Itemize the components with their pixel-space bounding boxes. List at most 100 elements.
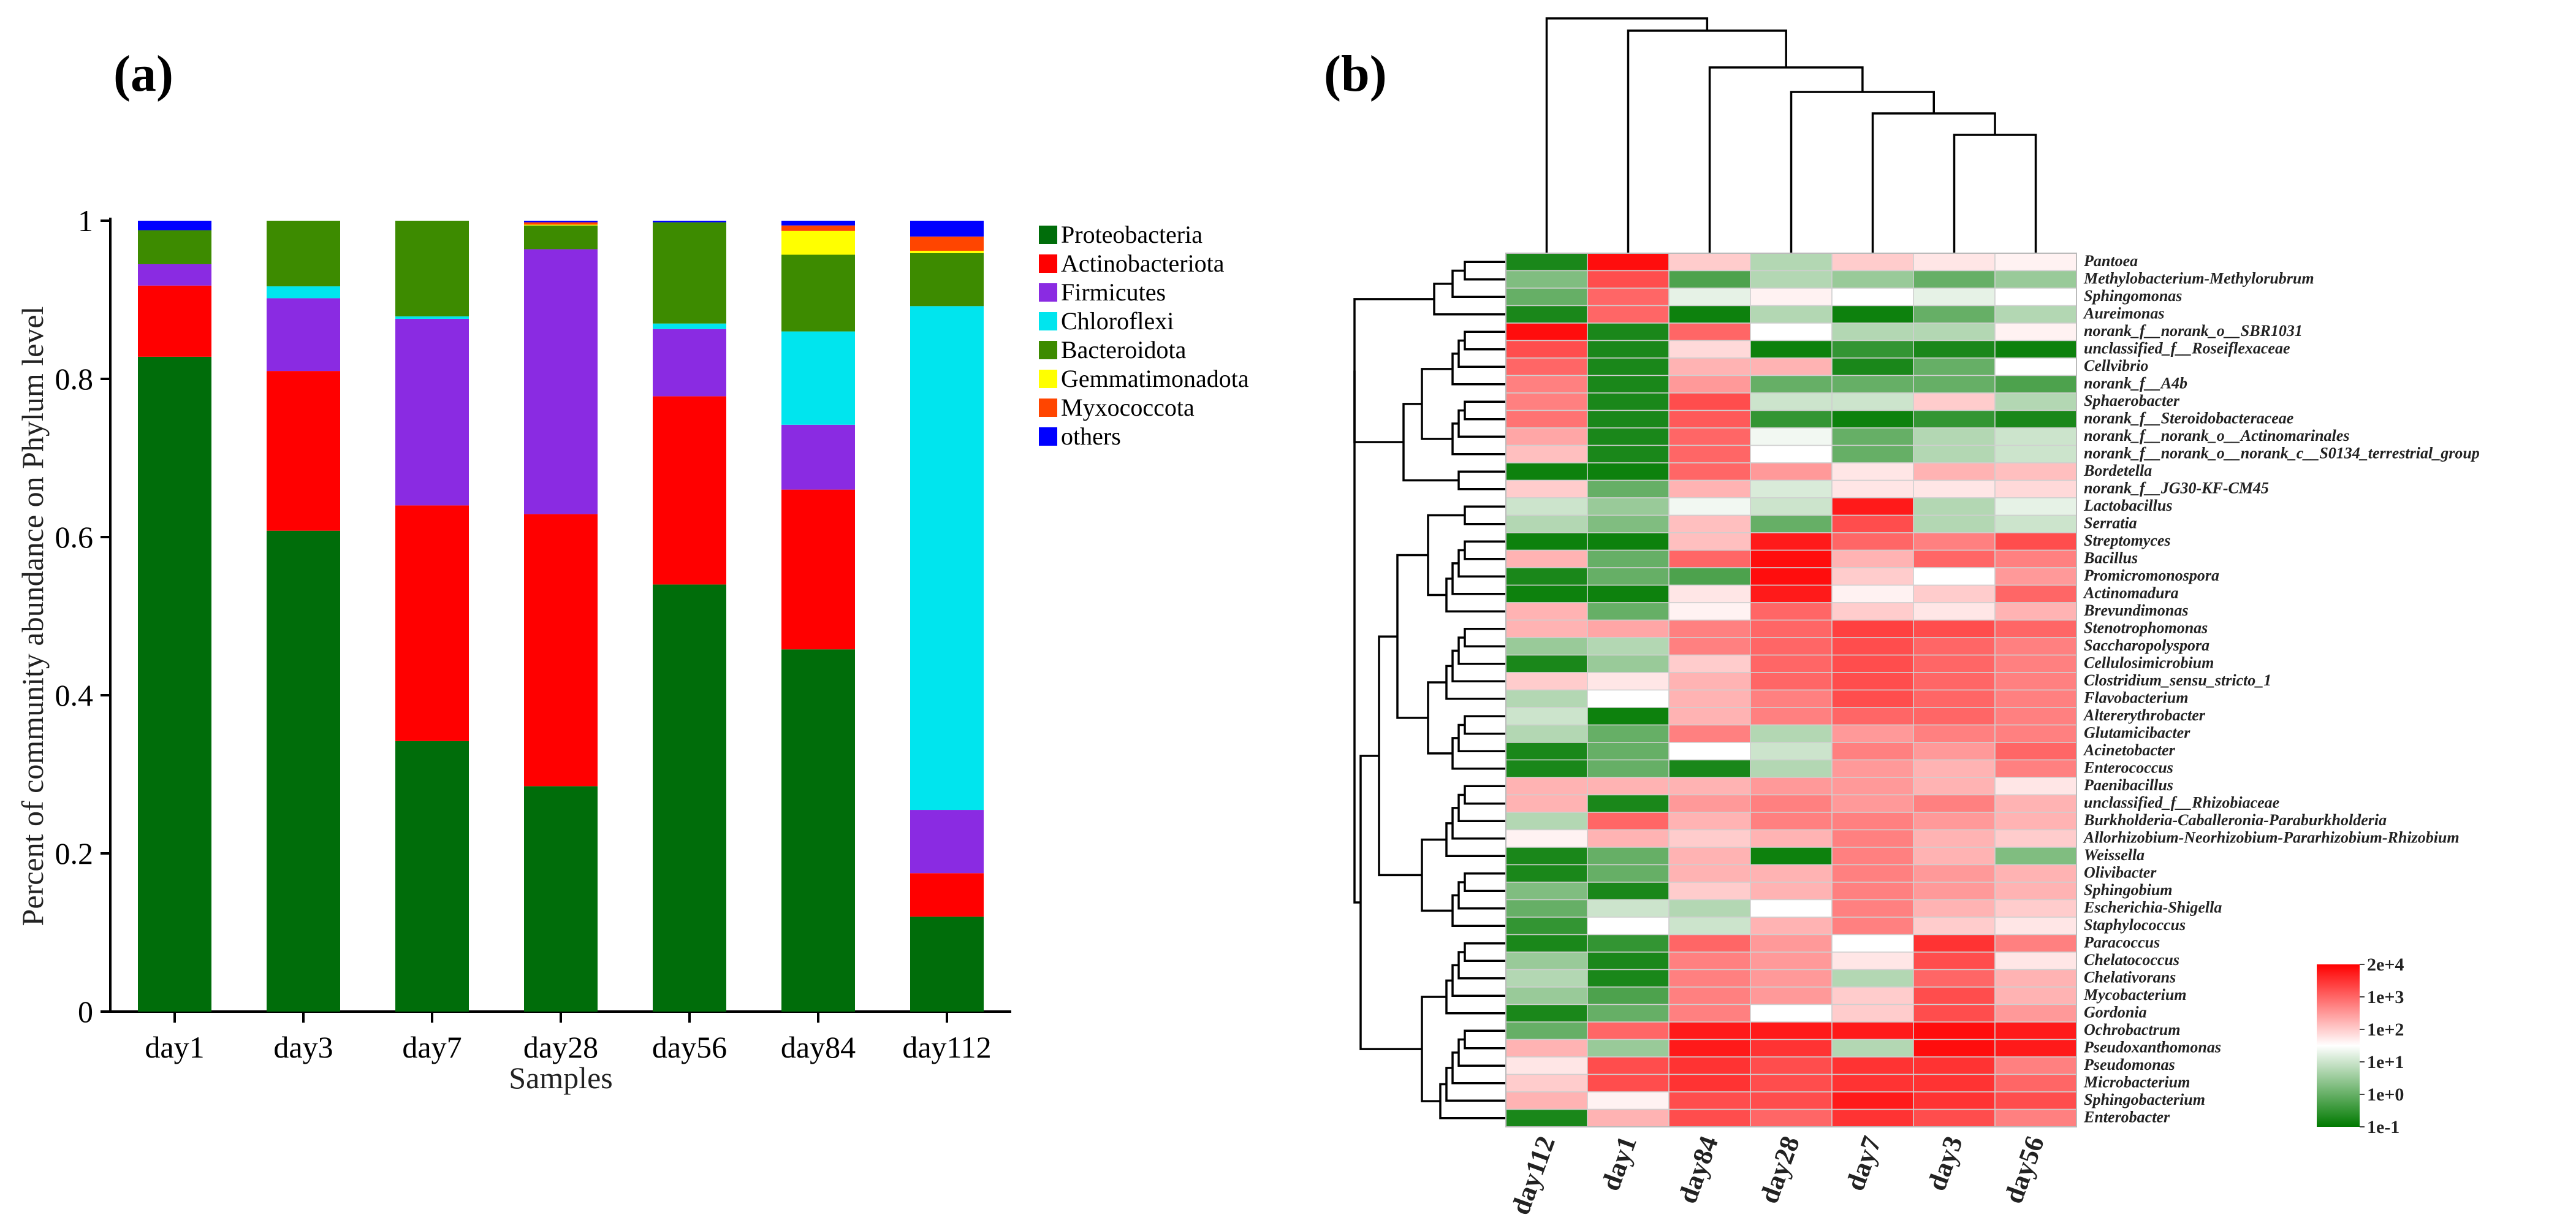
row-label: Cellulosimicrobium	[2084, 654, 2214, 672]
dendrogram-branch	[1451, 737, 1506, 770]
dendrogram-branch	[1708, 66, 1864, 253]
heatmap-cell	[1668, 253, 1751, 272]
heatmap-cell	[1913, 986, 1996, 1005]
heatmap-cell	[1505, 619, 1588, 638]
row-label: Microbacterium	[2083, 1074, 2190, 1091]
x-tick-label: day112	[902, 1030, 991, 1064]
heatmap-cell	[1505, 864, 1588, 883]
heatmap-cell	[1505, 288, 1588, 307]
heatmap-cell	[1994, 462, 2077, 481]
x-tick-label: day28	[523, 1030, 598, 1064]
bar-segment	[653, 323, 726, 329]
heatmap-cell	[1587, 899, 1670, 918]
heatmap-cell	[1587, 549, 1670, 568]
heatmap-cell	[1668, 444, 1751, 463]
heatmap-cell	[1505, 357, 1588, 376]
row-label: Pseudomonas	[2083, 1056, 2175, 1074]
bar-segment	[781, 331, 855, 425]
heatmap-cell	[1668, 812, 1751, 831]
dendrogram-branch	[1464, 715, 1506, 735]
heatmap-cell	[1831, 759, 1914, 778]
heatmap-cell	[1831, 253, 1914, 272]
heatmap-cell	[1668, 829, 1751, 848]
dendrogram-branch	[1421, 996, 1446, 1102]
heatmap-cell	[1831, 1091, 1914, 1110]
heatmap-cell	[1505, 882, 1588, 901]
row-label: Gordonia	[2084, 1004, 2147, 1021]
row-label: Olivibacter	[2084, 864, 2157, 882]
heatmap-cell	[1505, 410, 1588, 429]
heatmap-cell	[1913, 899, 1996, 918]
bar-segment	[267, 286, 340, 299]
row-label: Cellvibrio	[2084, 357, 2148, 375]
heatmap-cell	[1668, 392, 1751, 411]
heatmap-cell	[1505, 305, 1588, 324]
heatmap-cell	[1505, 742, 1588, 761]
heatmap-cell	[1994, 514, 2077, 533]
heatmap-cell	[1505, 1108, 1588, 1127]
heatmap-cell	[1913, 759, 1996, 778]
heatmap-cell	[1750, 479, 1833, 498]
x-tick-label: day56	[652, 1030, 727, 1064]
dendrogram-branch	[1464, 942, 1506, 962]
heatmap-cell	[1505, 444, 1588, 463]
heatmap-cell	[1831, 1021, 1914, 1040]
heatmap-cell	[1831, 847, 1914, 866]
row-label: Glutamicibacter	[2084, 724, 2190, 742]
legend-swatch	[1039, 370, 1057, 388]
heatmap-cell	[1668, 934, 1751, 953]
heatmap-cell	[1913, 462, 1996, 481]
dendrogram-branch	[1378, 635, 1422, 877]
heatmap-cell	[1994, 1091, 2077, 1110]
dendrogram-branch	[1451, 1051, 1506, 1085]
heatmap-cell	[1913, 288, 1996, 307]
heatmap-cell	[1505, 899, 1588, 918]
heatmap-cell	[1505, 392, 1588, 411]
heatmap-cell	[1587, 672, 1670, 691]
heatmap-cell	[1668, 724, 1751, 743]
heatmap-cell	[1913, 934, 1996, 953]
heatmap-cell	[1913, 392, 1996, 411]
dendrogram-branch	[1445, 578, 1506, 612]
heatmap-cell	[1668, 549, 1751, 568]
heatmap-cell	[1587, 1074, 1670, 1093]
heatmap-cell	[1505, 532, 1588, 551]
heatmap-cell	[1587, 742, 1670, 761]
heatmap-cell	[1994, 479, 2077, 498]
heatmap-cell	[1994, 812, 2077, 831]
heatmap-cell	[1831, 288, 1914, 307]
heatmap-cell	[1913, 357, 1996, 376]
bar-segment	[653, 222, 726, 324]
heatmap-cell	[1587, 934, 1670, 953]
scale-label: 1e+1	[2367, 1052, 2404, 1072]
heatmap-cell	[1750, 340, 1833, 359]
x-tick-label: day7	[402, 1030, 462, 1064]
dendrogram-branch	[1451, 562, 1506, 595]
heatmap-cell	[1913, 427, 1996, 446]
heatmap-cell	[1505, 969, 1588, 988]
heatmap-cell	[1668, 777, 1751, 796]
heatmap-cell	[1913, 410, 1996, 429]
column-dendrogram	[1545, 17, 2037, 253]
heatmap-cell	[1668, 427, 1751, 446]
row-label: Sphingobium	[2084, 881, 2173, 899]
dendrogram-branch	[1953, 134, 2037, 253]
heatmap-cell	[1913, 864, 1996, 883]
heatmap-cell	[1750, 497, 1833, 516]
heatmap-cell	[1831, 654, 1914, 673]
heatmap-cell	[1913, 444, 1996, 463]
dendrogram-branch	[1790, 91, 1935, 253]
heatmap-cell	[1750, 759, 1833, 778]
heatmap-cell	[1505, 427, 1588, 446]
legend-label: Firmicutes	[1061, 278, 1166, 306]
heatmap-cell	[1831, 322, 1914, 341]
heatmap-cell	[1913, 584, 1996, 603]
row-label: Paenibacillus	[2083, 776, 2173, 794]
row-label: Mycobacterium	[2083, 986, 2187, 1004]
legend-swatch	[1039, 399, 1057, 417]
heatmap-cell	[1750, 742, 1833, 761]
row-label: Bacillus	[2083, 549, 2138, 567]
heatmap-cell	[1587, 637, 1670, 656]
legend-label: Chloroflexi	[1061, 307, 1174, 335]
heatmap-cell	[1505, 707, 1588, 726]
